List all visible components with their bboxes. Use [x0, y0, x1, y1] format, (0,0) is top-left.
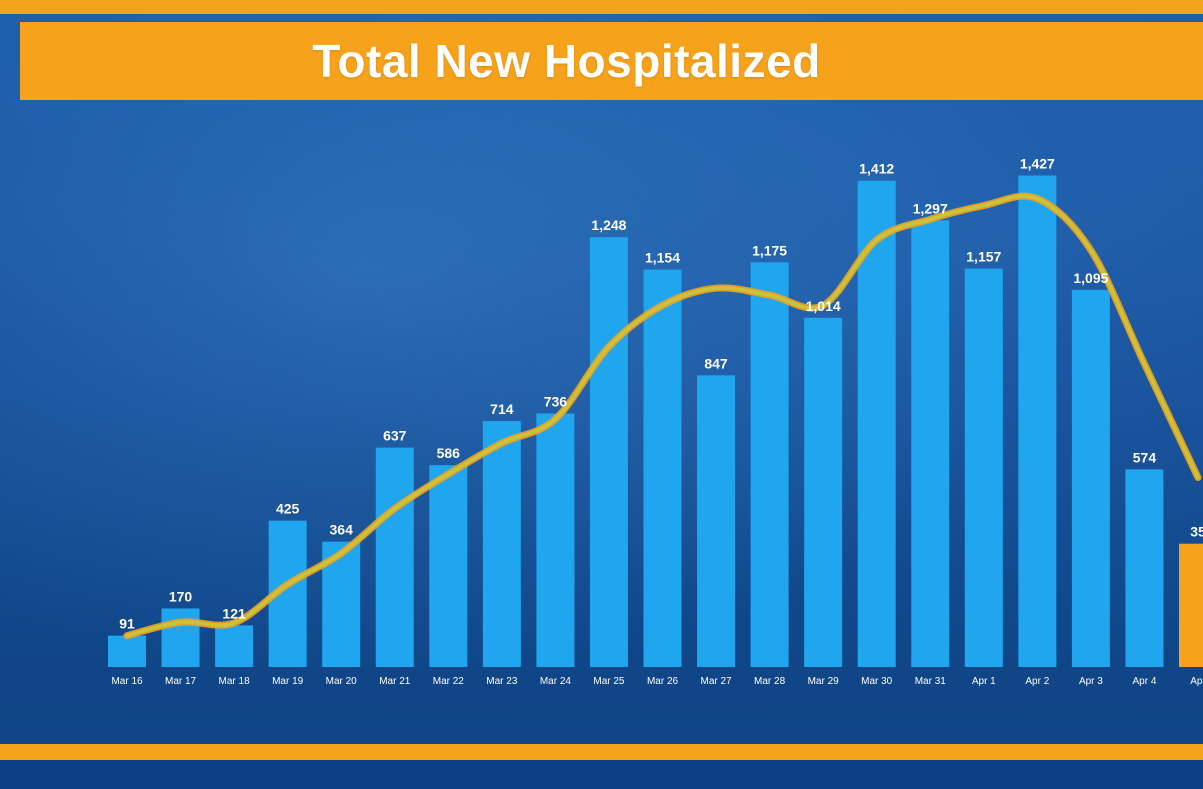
bar-apr-2	[1018, 175, 1057, 667]
value-label: 1,248	[591, 217, 626, 233]
footer-bar	[0, 760, 1203, 789]
category-label: Mar 30	[861, 676, 893, 687]
bar-mar-16	[108, 635, 146, 667]
category-label: Mar 25	[593, 676, 625, 687]
bar-mar-17	[161, 608, 200, 667]
bar-mar-29	[804, 317, 843, 667]
value-label: 736	[544, 394, 568, 410]
category-label: Mar 24	[540, 676, 572, 687]
value-label: 425	[276, 501, 300, 517]
value-label: 364	[330, 522, 354, 538]
bar-mar-21	[375, 447, 414, 667]
category-label: Mar 31	[915, 676, 947, 687]
category-label: Mar 20	[326, 676, 358, 687]
value-label: 1,095	[1073, 270, 1108, 286]
trend-line	[125, 194, 1200, 638]
bar-apr-1	[964, 268, 1003, 667]
value-label: 586	[437, 445, 461, 461]
category-label: Apr 3	[1079, 676, 1103, 687]
value-label: 1,154	[645, 250, 680, 266]
category-label: Mar 27	[700, 676, 732, 687]
value-label: 35	[1190, 524, 1203, 540]
category-label: Apr	[1190, 676, 1203, 687]
bar-mar-27	[697, 375, 736, 667]
category-label: Mar 21	[379, 676, 411, 687]
category-label: Mar 28	[754, 676, 786, 687]
bar-mar-25	[589, 237, 628, 668]
value-label: 91	[119, 616, 135, 632]
top-accent-strip	[0, 0, 1203, 14]
category-label: Mar 22	[433, 676, 465, 687]
category-label: Mar 18	[219, 676, 251, 687]
bottom-accent-strip	[0, 744, 1203, 760]
value-label: 121	[222, 605, 246, 621]
value-label: 1,175	[752, 242, 787, 258]
bar-mar-18	[215, 625, 254, 667]
value-label: 1,412	[859, 161, 894, 177]
category-label: Mar 16	[111, 676, 143, 687]
value-label: 714	[490, 401, 514, 417]
category-label: Mar 23	[486, 676, 518, 687]
category-label: Apr 2	[1025, 676, 1049, 687]
bar-mar-22	[429, 465, 468, 667]
bar-mar-26	[643, 269, 682, 667]
bar-mar-31	[911, 220, 950, 667]
bar-apr-3	[1071, 289, 1110, 667]
bar-mar-30	[857, 180, 896, 667]
bar-mar-24	[536, 413, 575, 667]
value-label: 637	[383, 428, 407, 444]
bar-mar-23	[482, 421, 521, 667]
value-label: 574	[1133, 449, 1157, 465]
category-label: Apr 4	[1132, 676, 1156, 687]
value-label: 847	[704, 355, 728, 371]
category-label: Mar 17	[165, 676, 197, 687]
chart-title: Total New Hospitalized	[312, 35, 821, 87]
value-label: 170	[169, 588, 193, 604]
category-label: Apr 1	[972, 676, 996, 687]
bar-apr-4	[1125, 469, 1164, 667]
category-label: Mar 29	[808, 676, 840, 687]
bar-apr-partial	[1179, 543, 1203, 667]
title-banner: Total New Hospitalized	[20, 22, 1203, 100]
bar-mar-28	[750, 262, 789, 667]
category-label: Mar 19	[272, 676, 304, 687]
value-label: 1,157	[966, 249, 1001, 265]
category-label: Mar 26	[647, 676, 679, 687]
value-label: 1,297	[913, 200, 948, 216]
value-label: 1,427	[1020, 156, 1055, 172]
value-label: 1,014	[806, 298, 841, 314]
